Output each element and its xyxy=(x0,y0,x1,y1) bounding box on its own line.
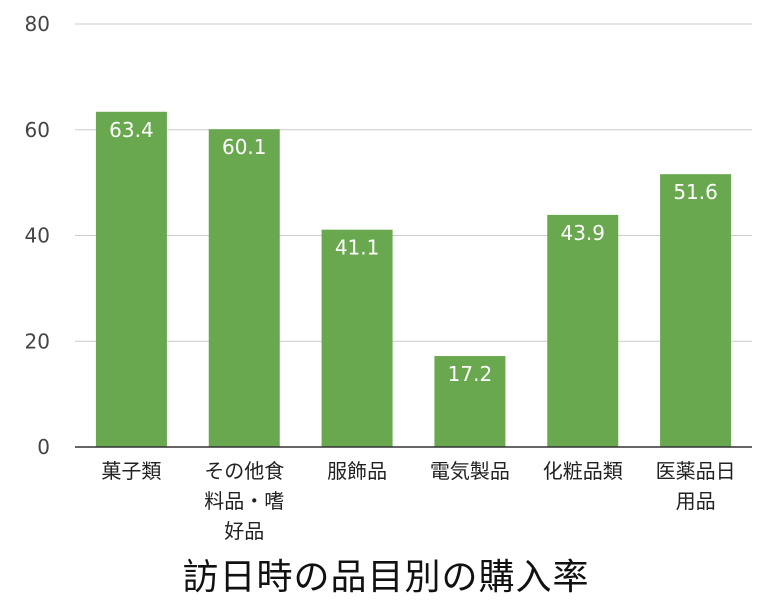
y-tick-label: 40 xyxy=(25,224,50,248)
y-tick-label: 0 xyxy=(37,435,50,459)
bar xyxy=(95,111,167,448)
x-tick-label: 電気製品 xyxy=(429,459,510,483)
y-tick-label: 80 xyxy=(25,12,50,36)
data-label: 43.9 xyxy=(560,221,605,245)
data-label: 41.1 xyxy=(335,236,380,260)
x-tick-label: 服飾品 xyxy=(327,459,388,483)
x-tick-label: 菓子類 xyxy=(101,459,162,483)
x-tick-label: 化粧品類 xyxy=(542,459,623,483)
bar xyxy=(660,174,732,448)
data-label: 60.1 xyxy=(222,135,267,159)
y-tick-label: 60 xyxy=(25,118,50,142)
bar xyxy=(547,214,619,447)
bar xyxy=(434,356,506,447)
data-label: 17.2 xyxy=(448,362,493,386)
bar xyxy=(208,129,280,447)
x-tick-label: 医薬品日 用品 xyxy=(655,459,736,513)
data-label: 51.6 xyxy=(673,180,718,204)
x-tick-label: その他食 料品・嗜 好品 xyxy=(204,459,285,543)
chart-title: 訪日時の品目別の購入率 xyxy=(182,557,590,598)
y-tick-label: 20 xyxy=(25,329,50,353)
data-label: 63.4 xyxy=(109,118,154,142)
bar xyxy=(321,229,393,447)
